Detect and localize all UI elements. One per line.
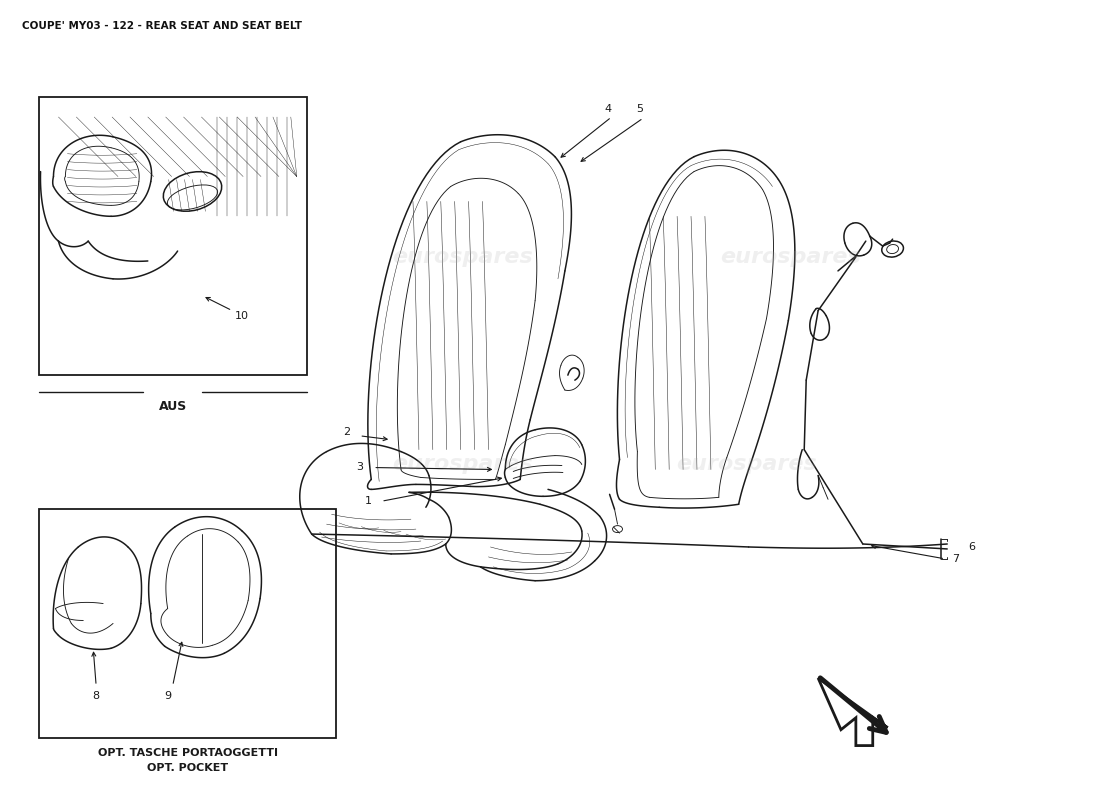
- Bar: [39, 510, 337, 738]
- Text: 3: 3: [355, 462, 363, 471]
- Text: 6: 6: [968, 542, 976, 552]
- Text: eurospares: eurospares: [719, 247, 860, 267]
- Text: 7: 7: [952, 554, 959, 564]
- Text: 5: 5: [636, 104, 642, 114]
- Text: 4: 4: [604, 104, 612, 114]
- Text: 8: 8: [92, 691, 100, 701]
- Text: eurospares: eurospares: [676, 454, 817, 474]
- Text: 9: 9: [164, 691, 172, 701]
- Text: eurospares: eurospares: [393, 247, 534, 267]
- Text: 2: 2: [343, 426, 350, 437]
- Text: OPT. POCKET: OPT. POCKET: [147, 763, 228, 774]
- Bar: [39, 97, 307, 375]
- Text: eurospares: eurospares: [393, 454, 534, 474]
- Text: OPT. TASCHE PORTAOGGETTI: OPT. TASCHE PORTAOGGETTI: [98, 747, 277, 758]
- Polygon shape: [818, 678, 888, 746]
- Text: AUS: AUS: [158, 400, 187, 413]
- Text: 10: 10: [235, 310, 250, 321]
- Text: 1: 1: [365, 496, 372, 506]
- Text: COUPE' MY03 - 122 - REAR SEAT AND SEAT BELT: COUPE' MY03 - 122 - REAR SEAT AND SEAT B…: [22, 21, 301, 30]
